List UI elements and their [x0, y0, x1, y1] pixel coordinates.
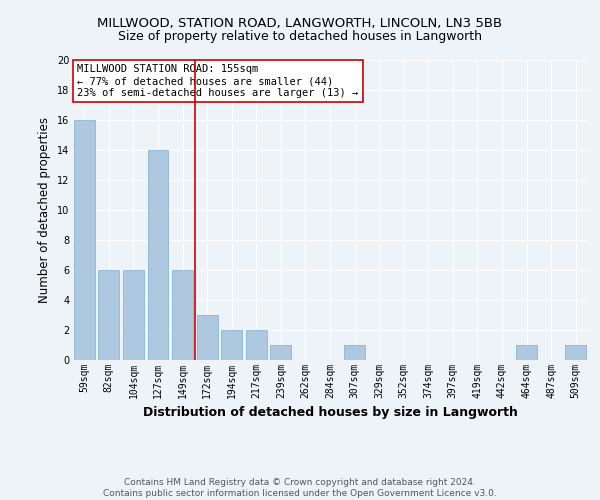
- Text: MILLWOOD STATION ROAD: 155sqm
← 77% of detached houses are smaller (44)
23% of s: MILLWOOD STATION ROAD: 155sqm ← 77% of d…: [77, 64, 358, 98]
- Text: Contains HM Land Registry data © Crown copyright and database right 2024.
Contai: Contains HM Land Registry data © Crown c…: [103, 478, 497, 498]
- Bar: [172, 270, 193, 360]
- Text: MILLWOOD, STATION ROAD, LANGWORTH, LINCOLN, LN3 5BB: MILLWOOD, STATION ROAD, LANGWORTH, LINCO…: [97, 18, 503, 30]
- X-axis label: Distribution of detached houses by size in Langworth: Distribution of detached houses by size …: [143, 406, 517, 420]
- Y-axis label: Number of detached properties: Number of detached properties: [38, 117, 51, 303]
- Bar: [344, 345, 365, 360]
- Bar: [98, 270, 119, 360]
- Bar: [123, 270, 144, 360]
- Bar: [516, 345, 537, 360]
- Bar: [271, 345, 292, 360]
- Bar: [197, 315, 218, 360]
- Bar: [565, 345, 586, 360]
- Bar: [246, 330, 267, 360]
- Bar: [74, 120, 95, 360]
- Text: Size of property relative to detached houses in Langworth: Size of property relative to detached ho…: [118, 30, 482, 43]
- Bar: [148, 150, 169, 360]
- Bar: [221, 330, 242, 360]
